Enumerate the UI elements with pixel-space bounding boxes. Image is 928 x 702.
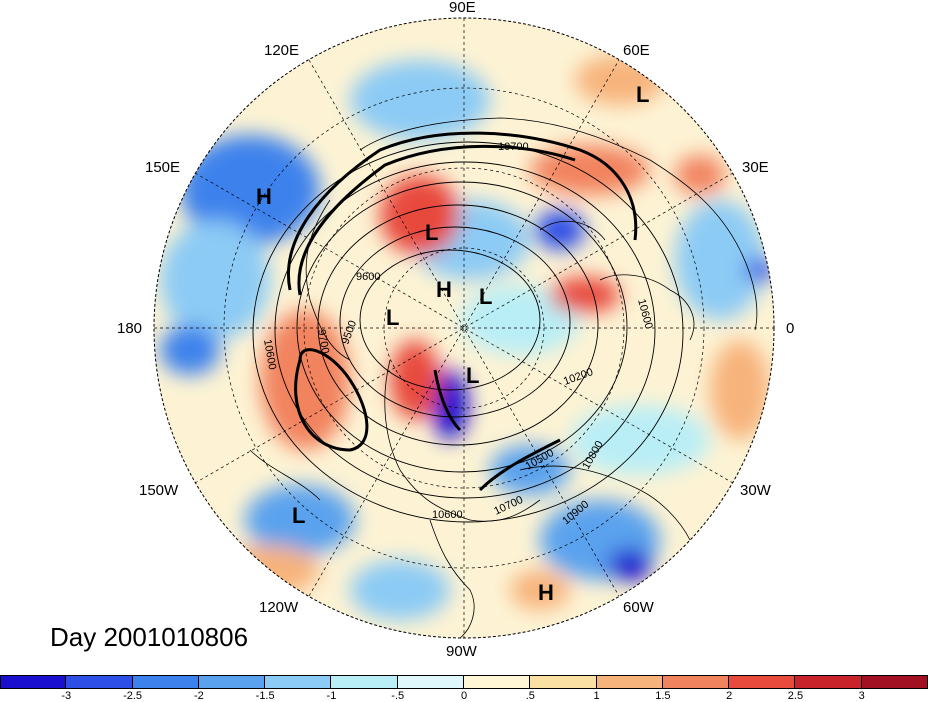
low-pressure-marker: L <box>636 82 650 107</box>
lon-label-180: 180 <box>117 320 143 337</box>
contour-lines <box>252 141 684 523</box>
lon-label-30e: 30E <box>742 159 769 176</box>
coastlines <box>249 117 758 638</box>
colorbar-tick-label: -.5 <box>391 690 405 702</box>
contour-label: 10700 <box>498 141 529 153</box>
lon-label-0: 0 <box>786 320 795 337</box>
colorbar-cell <box>132 675 199 689</box>
high-pressure-marker: H <box>256 184 272 209</box>
low-pressure-marker: L <box>466 363 480 388</box>
colorbar-tick-label: 0 <box>460 690 468 702</box>
colorbar-tick-label: -2 <box>193 690 204 702</box>
colorbar-tick-label: -3 <box>61 690 72 702</box>
colorbar-cell <box>530 675 597 689</box>
lon-label-90w: 90W <box>446 643 477 660</box>
colorbar-tick-label: -2.5 <box>123 690 143 702</box>
colorbar-cell <box>397 675 464 689</box>
colorbar-cell <box>662 675 730 689</box>
high-pressure-marker: H <box>436 277 452 302</box>
contour-label: 9700 <box>315 328 331 354</box>
colorbar-tick-label: .5 <box>525 690 535 702</box>
contour-label: 10600 <box>432 509 463 521</box>
colorbar: -3 -2.5 -2 -1.5 -1 -.5 0 .5 1 1.5 2 2.5 3 <box>0 675 928 702</box>
graticule <box>154 18 774 638</box>
high-pressure-marker: H <box>538 580 554 605</box>
colorbar-cell <box>198 675 266 689</box>
colorbar-cell <box>331 675 398 689</box>
lon-label-120e: 120E <box>264 42 300 59</box>
colorbar-tick-label: 3 <box>858 690 865 702</box>
colorbar-tick-label: 2.5 <box>787 690 804 702</box>
colorbar-cell <box>464 675 531 689</box>
colorbar-cell <box>795 675 862 689</box>
colorbar-tick-label: -1.5 <box>255 690 275 702</box>
day-label: Day 2001010806 <box>50 622 249 652</box>
lon-label-30w: 30W <box>740 482 771 499</box>
lon-label-60w: 60W <box>623 599 654 616</box>
lon-label-150e: 150E <box>145 159 181 176</box>
colorbar-tick-label: 1 <box>593 690 600 702</box>
contour-label: 9600 <box>356 271 380 283</box>
colorbar-cell <box>66 675 133 689</box>
map-boundary <box>153 17 775 639</box>
colorbar-cell <box>596 675 663 689</box>
colorbar-tick-label: 1.5 <box>655 690 671 702</box>
jet-contours <box>287 131 638 492</box>
low-pressure-marker: L <box>425 220 439 245</box>
colorbar-tick-label: -1 <box>326 690 337 702</box>
lon-label-150w: 150W <box>139 482 179 499</box>
low-pressure-marker: L <box>292 503 306 528</box>
low-pressure-marker: L <box>386 305 400 330</box>
lon-label-120w: 120W <box>259 599 299 616</box>
colorbar-frame <box>0 675 928 689</box>
low-pressure-marker: L <box>479 284 493 309</box>
anomaly-field <box>160 55 774 620</box>
colorbar-cell <box>729 675 796 689</box>
colorbar-cell <box>0 675 67 689</box>
lon-label-90e: 90E <box>449 0 476 16</box>
colorbar-tick-label: 2 <box>726 690 733 702</box>
colorbar-cell <box>265 675 332 689</box>
lon-label-60e: 60E <box>623 42 650 59</box>
contour-label: 10600 <box>261 338 278 370</box>
